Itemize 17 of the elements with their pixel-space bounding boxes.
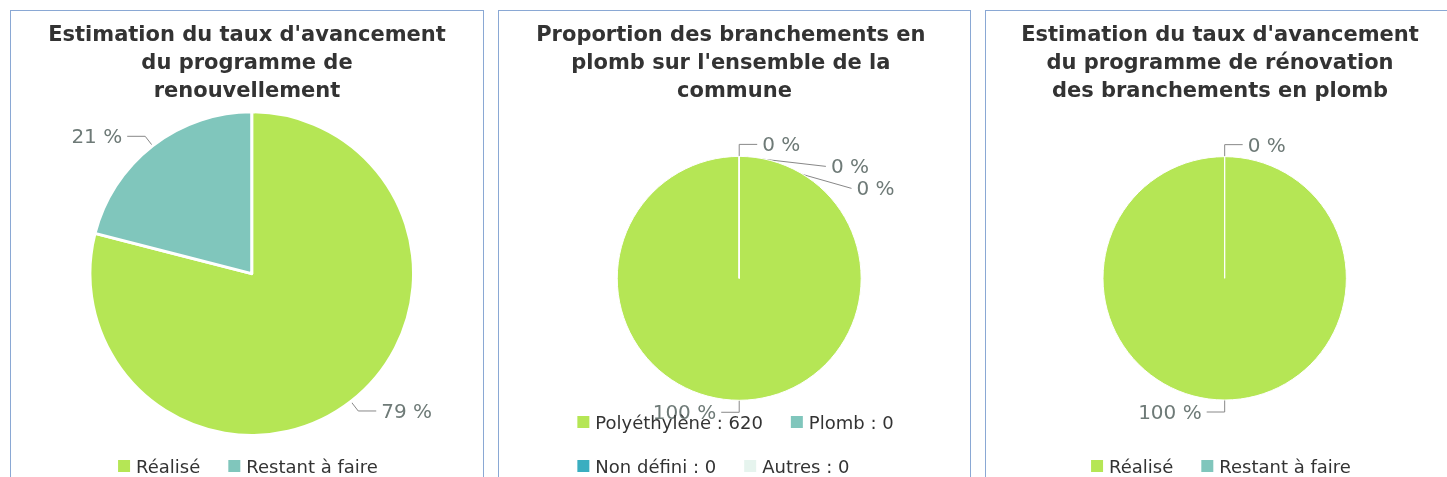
text: 0 % [830,154,869,179]
legend-label: Restant à faire [1219,455,1351,477]
data-label: 100 % [1138,400,1202,425]
data-label: 79 % [381,398,433,423]
legend-label: Restant à faire [246,455,378,477]
legend-label: Plomb : 0 [808,411,894,433]
legend-label: Autres : 0 [762,455,850,477]
data-label: 21 % [71,124,123,149]
chart-title: Proportion des branchements en plomb sur l'ensemble de la commune [536,22,933,102]
legend-label: Réalisé [136,455,201,477]
text: 0 % [762,132,801,157]
text: 0 % [856,176,895,201]
text: 0 % [1247,132,1286,157]
legend-label: Non défini : 0 [595,455,717,477]
chart-title: Estimation du taux d'avancement du programme de rénovation des branchements en plomb [1021,22,1419,102]
legend-label: Réalisé [1109,455,1174,477]
chart-title: Estimation du taux d'avancement du programme de renouvellement [48,22,446,102]
